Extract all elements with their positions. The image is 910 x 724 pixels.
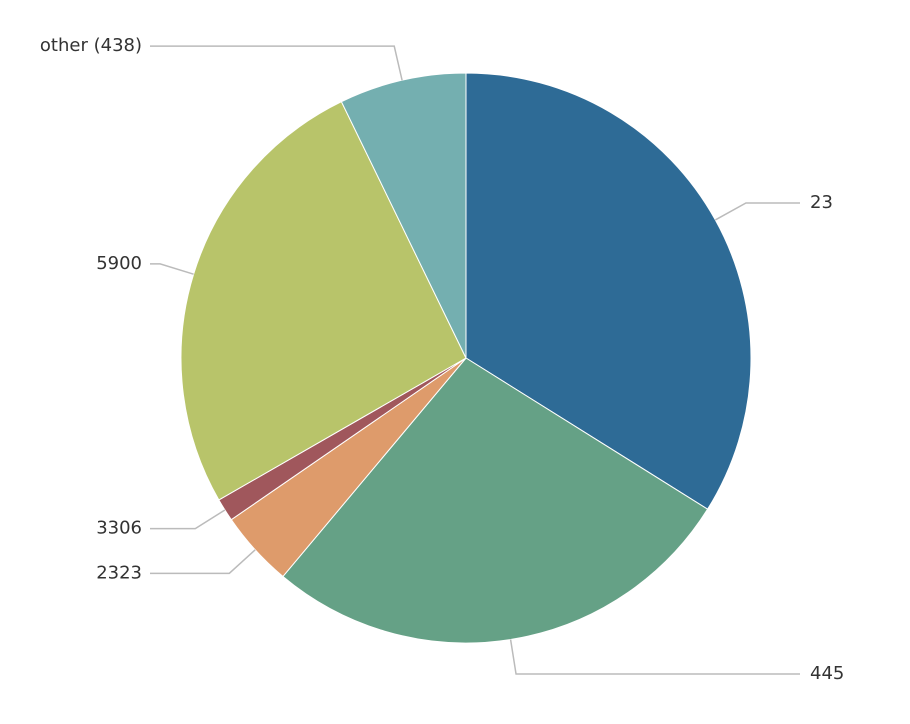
leader-line: [150, 263, 194, 275]
slice-label: 445: [810, 663, 844, 684]
slice-label: 5900: [96, 253, 142, 274]
leader-line: [509, 639, 800, 675]
pie-slice: [465, 72, 752, 510]
slice-label: other (438): [40, 35, 142, 56]
leader-line: [150, 509, 226, 530]
pie-slice: [340, 72, 467, 359]
slice-label: 2323: [96, 562, 142, 583]
leader-line: [714, 202, 800, 221]
slice-label: 23: [810, 192, 833, 213]
pie-slice: [282, 357, 709, 644]
pie-slice: [180, 101, 467, 501]
slice-label: 3306: [96, 518, 142, 539]
leader-line: [150, 45, 403, 81]
leader-line: [150, 549, 256, 575]
